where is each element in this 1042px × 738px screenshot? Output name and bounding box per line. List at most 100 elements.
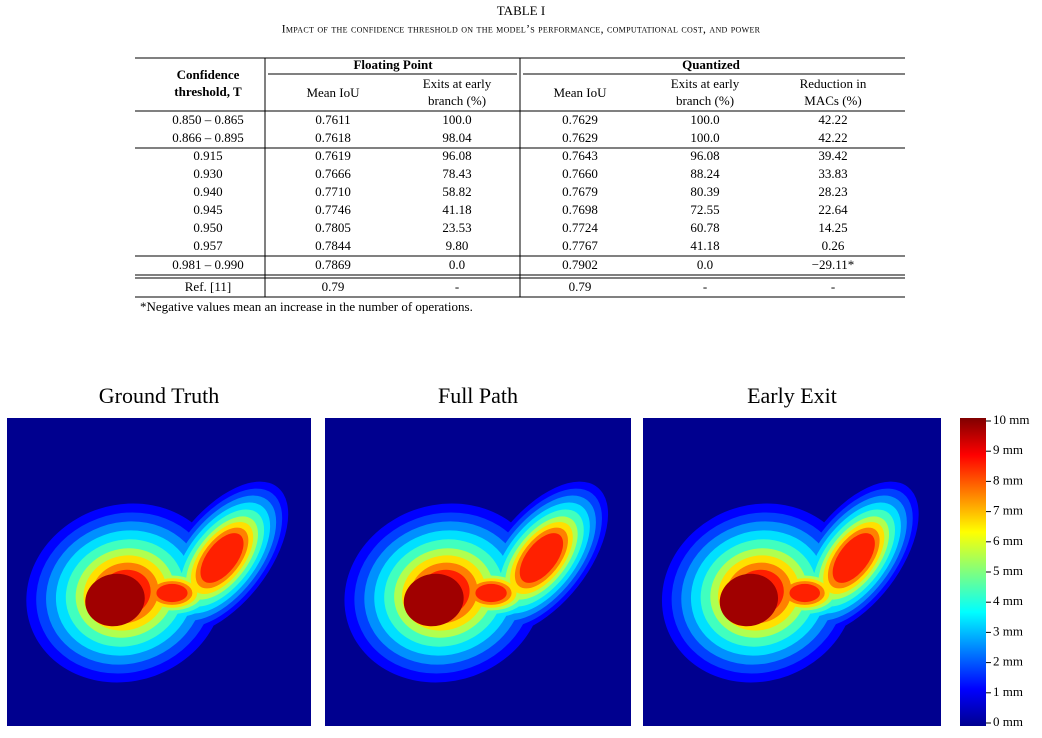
table-cell: 0.26 bbox=[822, 238, 845, 253]
table-cell: 72.55 bbox=[690, 202, 719, 217]
heatmap-level bbox=[475, 583, 507, 603]
table-cell: 23.53 bbox=[442, 220, 471, 235]
table-cell: 33.83 bbox=[818, 166, 847, 181]
heatmap-level bbox=[832, 533, 875, 583]
colorbar-label: 6 mm bbox=[993, 533, 1023, 548]
table-cell: - bbox=[831, 279, 835, 294]
table-cell: 0.7746 bbox=[315, 202, 351, 217]
heatmap-level bbox=[789, 583, 821, 603]
panel-title: Full Path bbox=[438, 383, 518, 408]
heatmap-level bbox=[519, 533, 564, 583]
table-cell: 0.7902 bbox=[562, 257, 598, 272]
table-cell: 0.0 bbox=[449, 257, 465, 272]
colorbar-label: 8 mm bbox=[993, 472, 1023, 487]
column-header: Mean IoU bbox=[306, 85, 360, 100]
panel-title: Ground Truth bbox=[99, 383, 219, 408]
column-header: Exits at early bbox=[423, 76, 492, 91]
colorbar-label: 9 mm bbox=[993, 442, 1023, 457]
table-cell: 42.22 bbox=[818, 112, 847, 127]
group-header: Floating Point bbox=[353, 57, 433, 72]
table-cell: - bbox=[703, 279, 707, 294]
table-cell: 42.22 bbox=[818, 130, 847, 145]
table-cell: 41.18 bbox=[690, 238, 719, 253]
heatmap-level bbox=[156, 583, 188, 603]
colorbar-label: 3 mm bbox=[993, 623, 1023, 638]
table-cell: 0.866 – 0.895 bbox=[172, 130, 244, 145]
column-header: Confidence bbox=[177, 67, 240, 82]
colorbar-label: 2 mm bbox=[993, 654, 1023, 669]
table-cell: 41.18 bbox=[442, 202, 471, 217]
table-cell: 0.7666 bbox=[315, 166, 351, 181]
colorbar bbox=[960, 418, 986, 726]
heatmap-level bbox=[200, 533, 244, 583]
table-cell: 22.64 bbox=[818, 202, 848, 217]
heatmap bbox=[325, 418, 631, 726]
table-cell: 0.850 – 0.865 bbox=[172, 112, 244, 127]
table-cell: 60.78 bbox=[690, 220, 719, 235]
colorbar-label: 5 mm bbox=[993, 563, 1023, 578]
table-cell: 28.23 bbox=[818, 184, 847, 199]
table-cell: 100.0 bbox=[442, 112, 471, 127]
table-cell: 0.930 bbox=[193, 166, 222, 181]
column-header: branch (%) bbox=[428, 93, 486, 108]
column-header: threshold, T bbox=[174, 84, 242, 99]
table-cell: −29.11* bbox=[812, 257, 855, 272]
table-cell: 98.04 bbox=[442, 130, 472, 145]
table-cell: 0.981 – 0.990 bbox=[172, 257, 244, 272]
table-cell: 0.7619 bbox=[315, 148, 351, 163]
table-cell: 0.940 bbox=[193, 184, 222, 199]
table-cell: 0.79 bbox=[569, 279, 592, 294]
table-cell: 0.7611 bbox=[315, 112, 350, 127]
table-cell: 0.7660 bbox=[562, 166, 598, 181]
table-cell: Ref. [11] bbox=[185, 279, 231, 294]
heatmap-peak bbox=[719, 573, 779, 627]
heatmap-peak bbox=[85, 573, 145, 627]
heatmap-peak bbox=[403, 573, 464, 627]
table-cell: 0.7767 bbox=[562, 238, 598, 253]
table-cell: 0.7629 bbox=[562, 130, 598, 145]
heatmap bbox=[643, 418, 941, 726]
table-cell: 0.79 bbox=[322, 279, 345, 294]
table-cell: 0.7710 bbox=[315, 184, 351, 199]
table-cell: 0.7679 bbox=[562, 184, 598, 199]
column-header: branch (%) bbox=[676, 93, 734, 108]
table-cell: 0.945 bbox=[193, 202, 222, 217]
table-cell: 0.915 bbox=[193, 148, 222, 163]
table-cell: 0.7698 bbox=[562, 202, 598, 217]
colorbar-label: 7 mm bbox=[993, 503, 1023, 518]
table-cell: 0.7844 bbox=[315, 238, 351, 253]
table-cell: 80.39 bbox=[690, 184, 719, 199]
table-cell: 0.7869 bbox=[315, 257, 351, 272]
column-header: Reduction in bbox=[800, 76, 867, 91]
table-cell: 14.25 bbox=[818, 220, 847, 235]
table-cell: 0.7805 bbox=[315, 220, 351, 235]
column-header: Exits at early bbox=[671, 76, 740, 91]
table-cell: 9.80 bbox=[446, 238, 469, 253]
heatmap bbox=[7, 418, 311, 726]
table-footnote: *Negative values mean an increase in the… bbox=[140, 299, 473, 314]
table-cell: 0.7629 bbox=[562, 112, 598, 127]
table-cell: 96.08 bbox=[442, 148, 471, 163]
colorbar-label: 10 mm bbox=[993, 412, 1029, 427]
table-cell: 0.7618 bbox=[315, 130, 351, 145]
column-header: MACs (%) bbox=[804, 93, 861, 108]
colorbar-label: 4 mm bbox=[993, 593, 1023, 608]
table-cell: 88.24 bbox=[690, 166, 720, 181]
colorbar-label: 0 mm bbox=[993, 714, 1023, 729]
table-cell: 0.0 bbox=[697, 257, 713, 272]
table-cell: 100.0 bbox=[690, 112, 719, 127]
table-cell: 39.42 bbox=[818, 148, 847, 163]
table-cell: 0.7643 bbox=[562, 148, 598, 163]
table-cell: 0.957 bbox=[193, 238, 223, 253]
colorbar-label: 1 mm bbox=[993, 684, 1023, 699]
table-cell: 0.7724 bbox=[562, 220, 598, 235]
table-caption: Impact of the confidence threshold on th… bbox=[282, 24, 761, 36]
column-header: Mean IoU bbox=[553, 85, 607, 100]
table-cell: 96.08 bbox=[690, 148, 719, 163]
table-cell: 58.82 bbox=[442, 184, 471, 199]
panel-title: Early Exit bbox=[747, 383, 837, 408]
table-cell: 78.43 bbox=[442, 166, 471, 181]
group-header: Quantized bbox=[682, 57, 741, 72]
table-cell: 0.950 bbox=[193, 220, 222, 235]
